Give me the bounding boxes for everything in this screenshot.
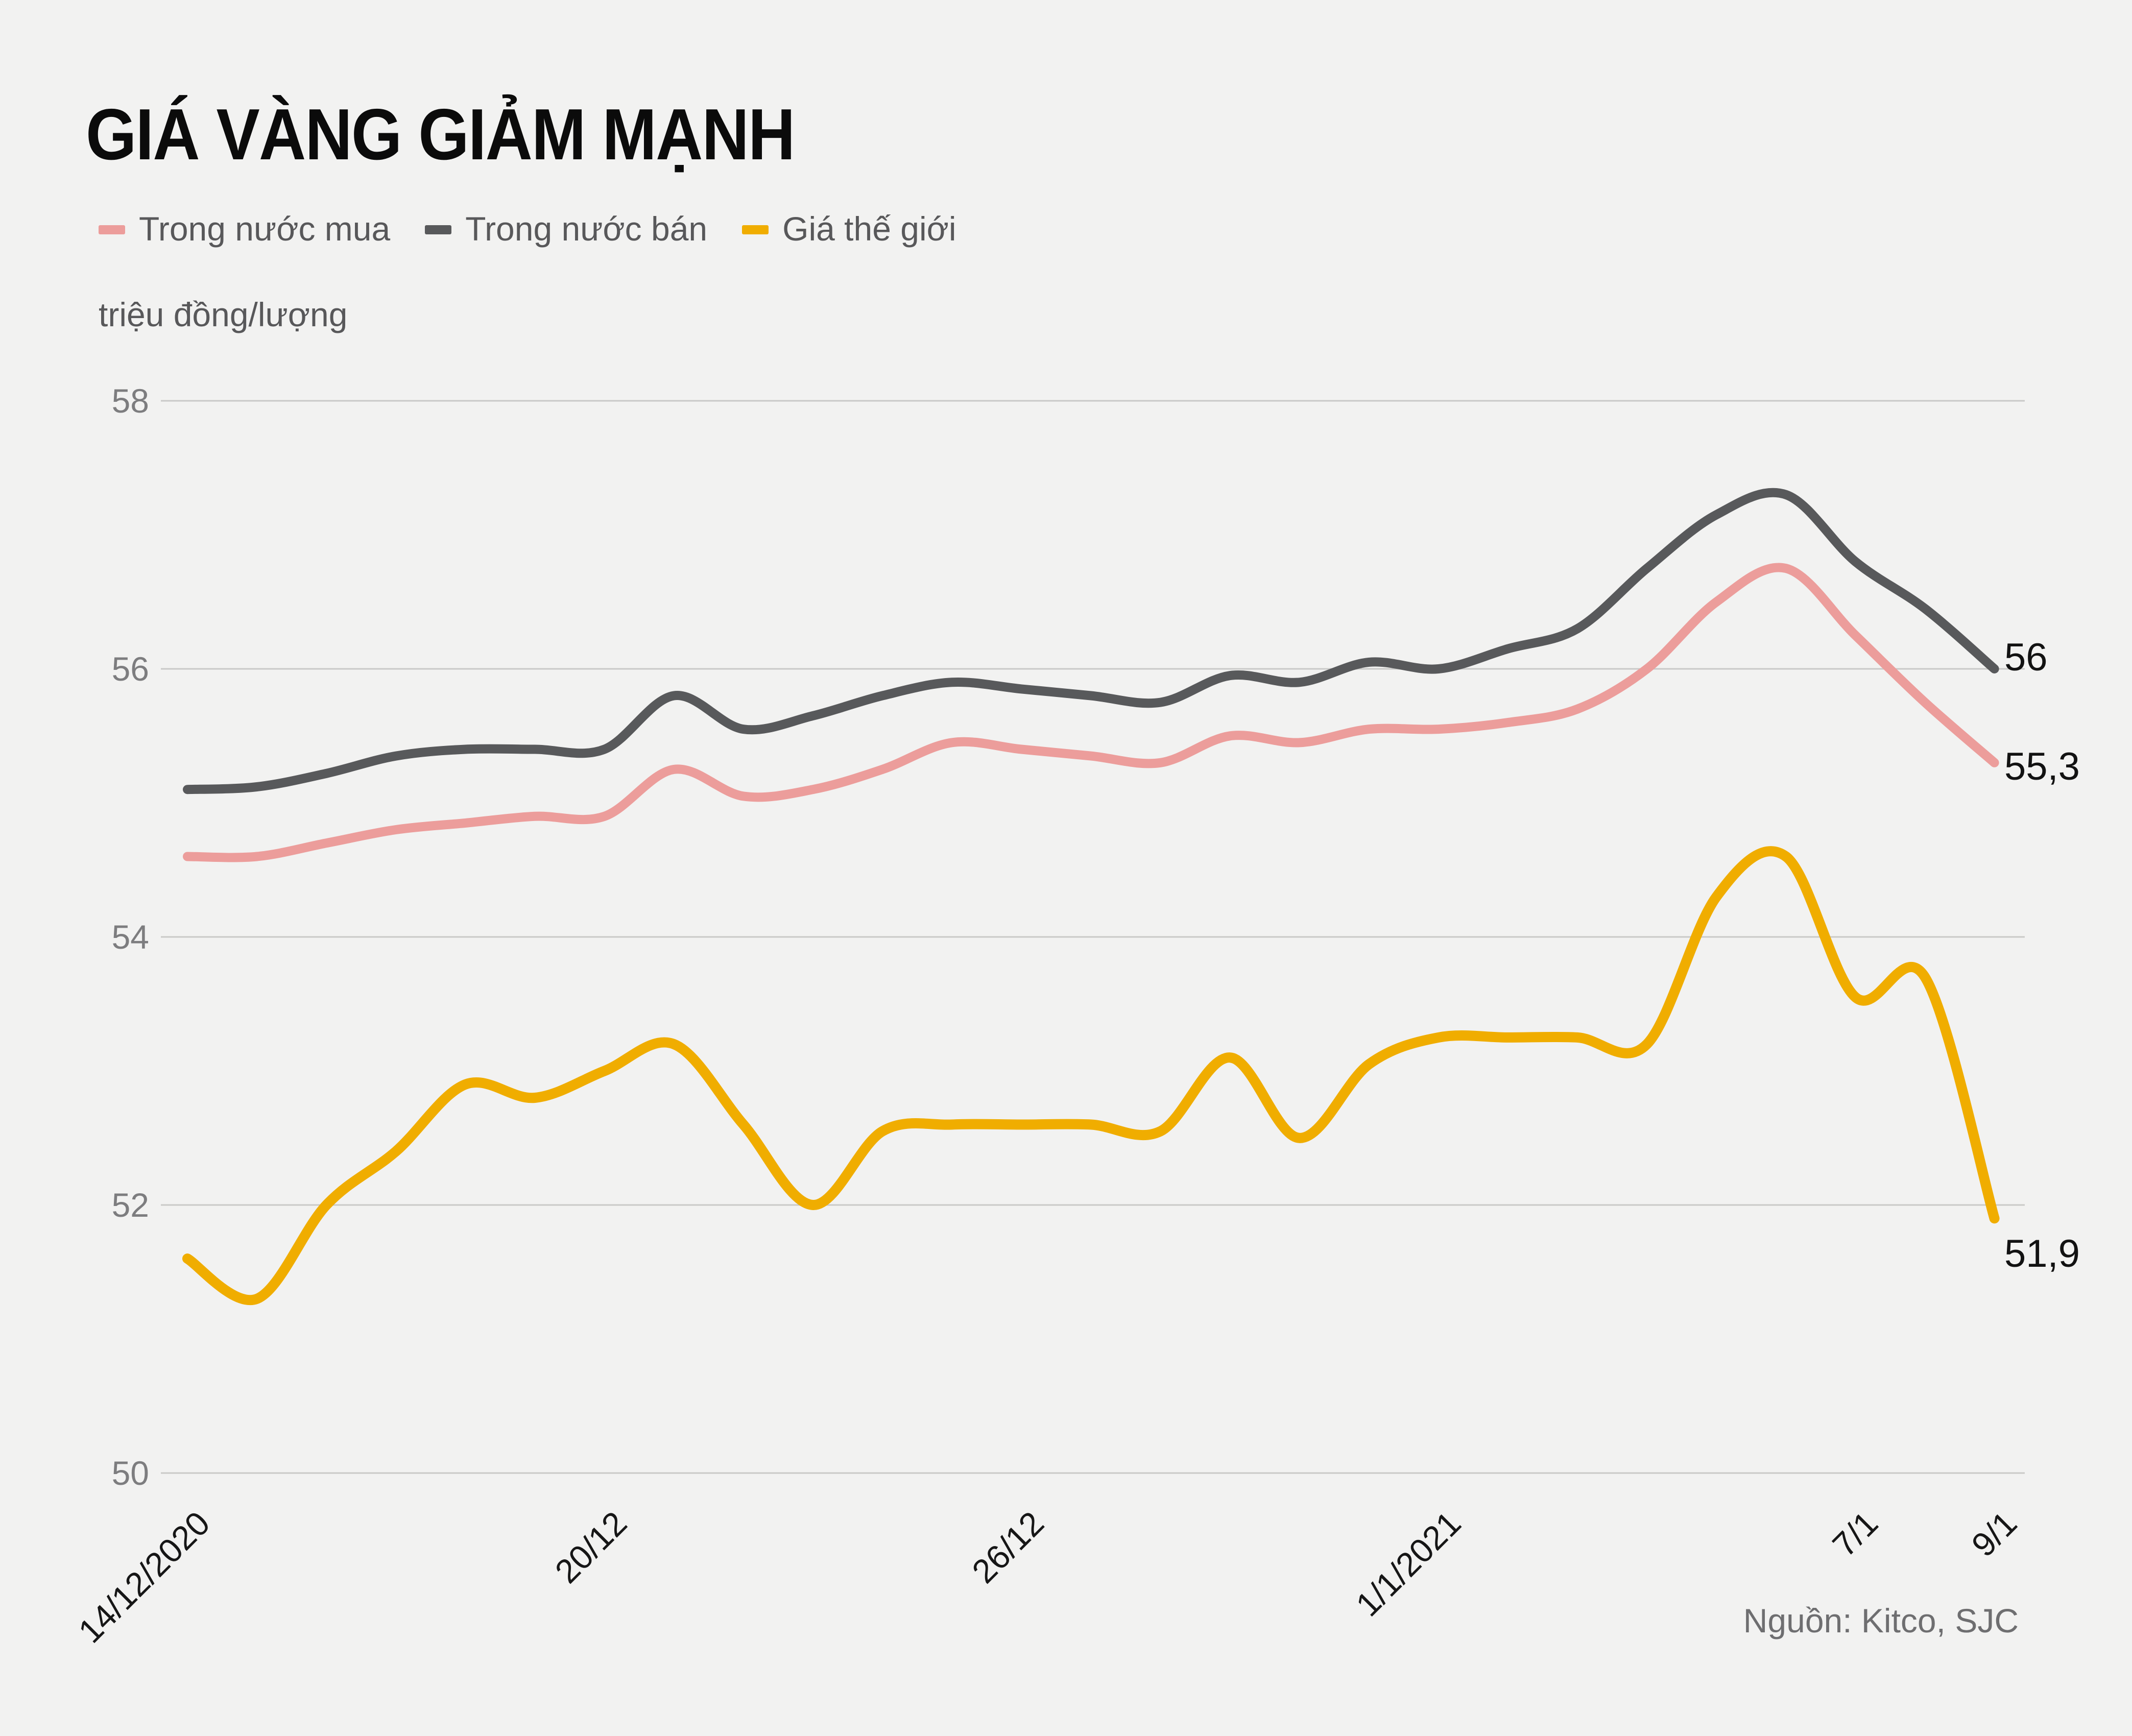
x-tick-label-7-1: 7/1	[1825, 1504, 1885, 1564]
legend: Trong nước mua Trong nước bán Giá thế gi…	[99, 212, 956, 248]
legend-item-trong-nuoc-ban: Trong nước bán	[425, 212, 707, 248]
y-tick-label-52: 52	[112, 1186, 149, 1224]
x-tick-label-14-12-2020: 14/12/2020	[71, 1504, 217, 1650]
x-tick-label-26-12: 26/12	[965, 1504, 1051, 1590]
legend-item-trong-nuoc-mua: Trong nước mua	[99, 212, 390, 248]
y-tick-label-56: 56	[112, 650, 149, 688]
y-tick-label-54: 54	[112, 918, 149, 956]
series-lines	[182, 488, 2000, 1306]
legend-label-gia-the-gioi: Giá thế giới	[782, 210, 956, 248]
page-title: GIÁ VÀNG GIẢM MẠNH	[86, 94, 795, 175]
legend-label-trong-nuoc-mua: Trong nước mua	[139, 210, 391, 248]
x-tick-label-9-1: 9/1	[1964, 1504, 2024, 1564]
series-line-trong-nuoc-ban	[183, 488, 1999, 794]
y-axis-unit-label: triệu đồng/lượng	[99, 296, 348, 333]
y-axis-tick-labels: 58 56 54 52 50	[112, 382, 149, 1492]
series-end-value-trong-nuoc-ban: 56	[2004, 636, 2048, 679]
legend-swatch-trong-nuoc-mua	[99, 225, 125, 234]
y-tick-label-50: 50	[112, 1454, 149, 1492]
legend-label-trong-nuoc-ban: Trong nước bán	[465, 210, 708, 248]
series-end-value-gia-the-gioi: 51,9	[2004, 1232, 2080, 1275]
legend-item-gia-the-gioi: Giá thế giới	[742, 212, 956, 248]
gridlines	[161, 400, 2025, 1474]
series-end-value-trong-nuoc-mua: 55,3	[2004, 745, 2080, 788]
legend-swatch-gia-the-gioi	[742, 225, 769, 234]
y-tick-label-58: 58	[112, 382, 149, 420]
x-axis-tick-labels: 14/12/2020 20/12 26/12 1/1/2021 7/1 9/1	[71, 1504, 2024, 1650]
x-tick-label-1-1-2021: 1/1/2021	[1349, 1504, 1468, 1624]
x-tick-label-20-12: 20/12	[547, 1504, 634, 1590]
source-credit: Nguồn: Kitco, SJC	[1743, 1602, 2019, 1639]
legend-swatch-trong-nuoc-ban	[425, 225, 452, 234]
series-line-gia-the-gioi	[182, 846, 2000, 1306]
series-line-trong-nuoc-mua	[183, 563, 1999, 862]
